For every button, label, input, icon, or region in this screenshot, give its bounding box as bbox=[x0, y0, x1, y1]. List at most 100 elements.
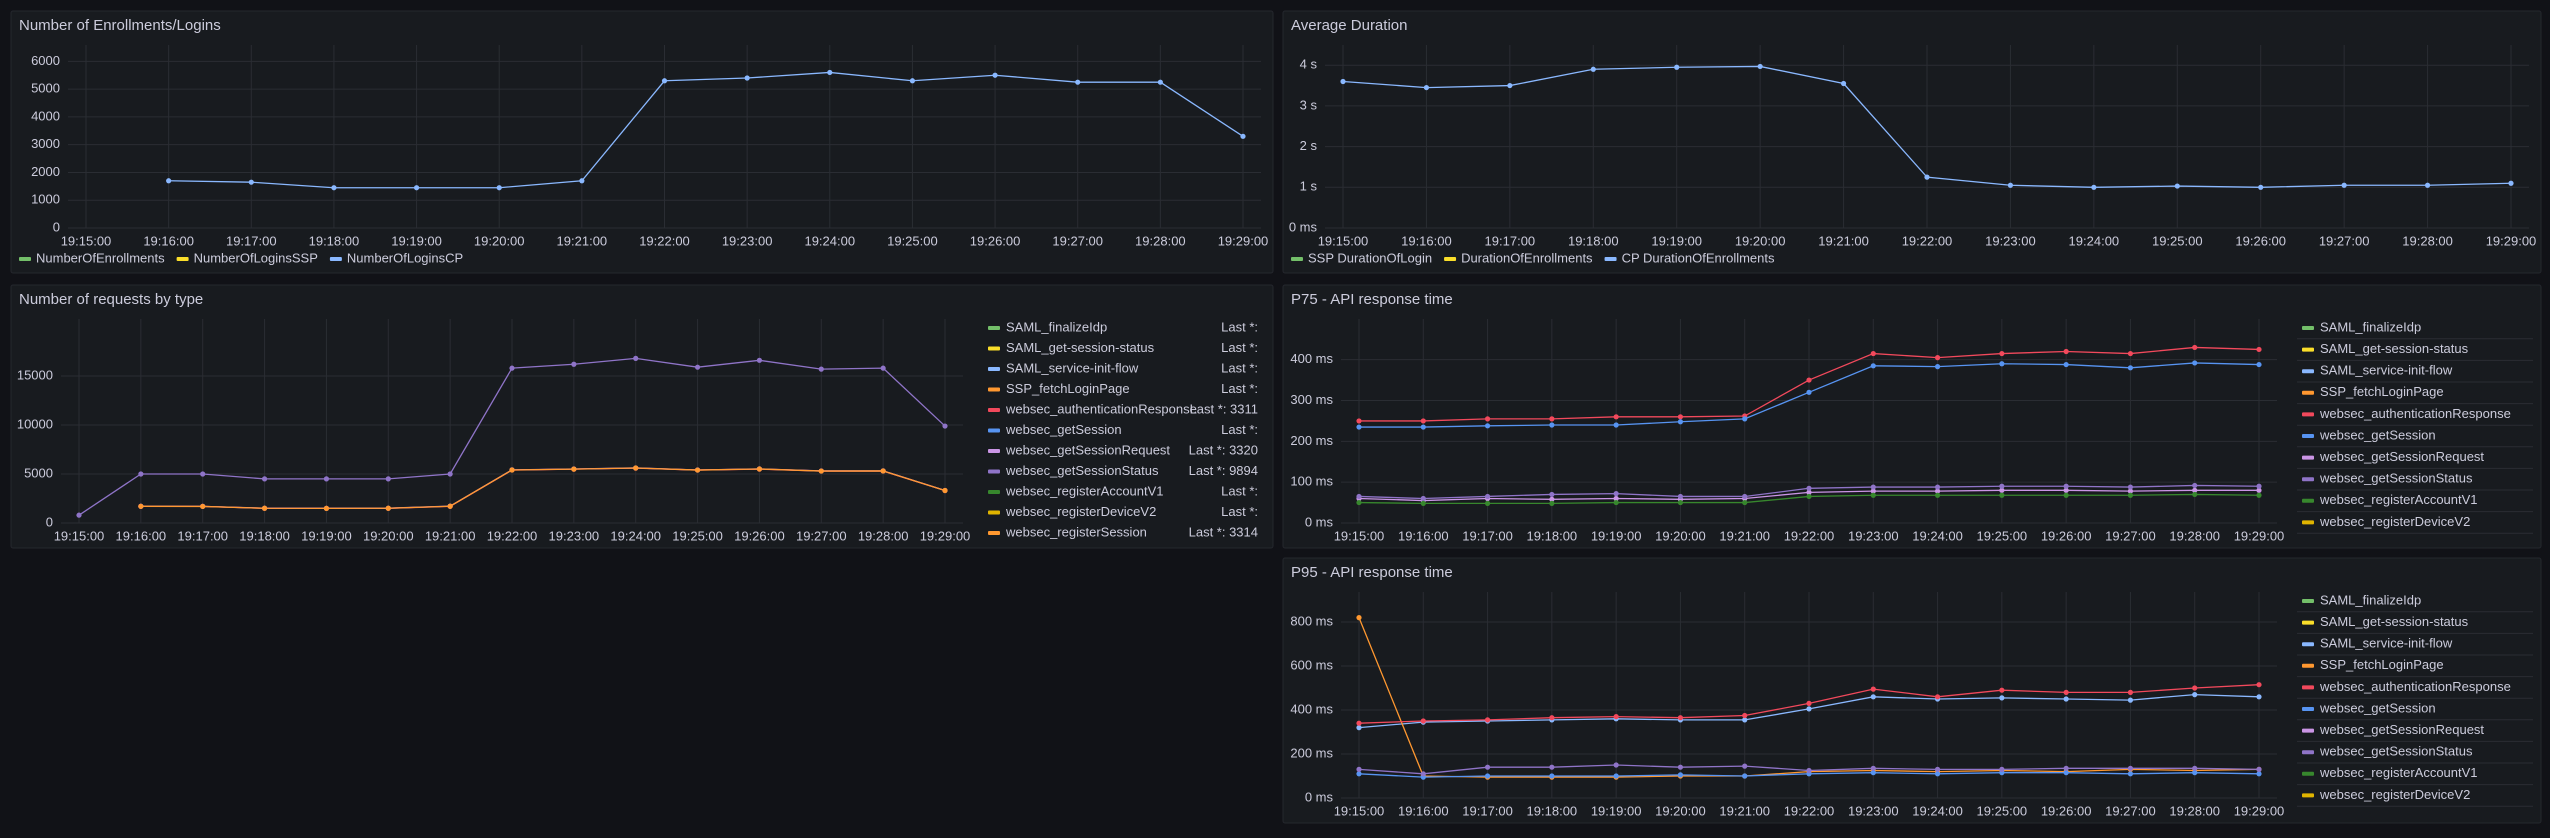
legend-label[interactable]: SAML_finalizeIdp bbox=[2320, 592, 2421, 607]
legend-swatch[interactable] bbox=[2302, 369, 2314, 374]
legend-label[interactable]: websec_getSessionRequest bbox=[2319, 449, 2484, 464]
data-point bbox=[2127, 765, 2134, 771]
legend-label[interactable]: websec_getSessionRequest bbox=[1005, 442, 1170, 457]
legend-swatch[interactable] bbox=[2302, 434, 2314, 438]
legend-swatch[interactable] bbox=[1444, 257, 1457, 261]
data-point bbox=[2007, 182, 2014, 188]
legend-swatch[interactable] bbox=[2302, 728, 2314, 733]
legend-label[interactable]: SSP_fetchLoginPage bbox=[2320, 657, 2444, 672]
data-point bbox=[2424, 182, 2431, 188]
legend-swatch[interactable] bbox=[988, 326, 1000, 330]
legend-label[interactable]: websec_registerAccountV1 bbox=[1005, 483, 1164, 498]
data-point bbox=[1356, 615, 1362, 621]
legend-swatch[interactable] bbox=[2302, 663, 2314, 668]
legend-swatch[interactable] bbox=[988, 490, 1000, 494]
legend-label[interactable]: websec_getSessionStatus bbox=[2319, 744, 2473, 759]
legend-label[interactable]: SAML_service-init-flow bbox=[1006, 360, 1139, 375]
legend-label[interactable]: SAML_service-init-flow bbox=[2320, 363, 2453, 378]
data-point bbox=[1420, 495, 1426, 502]
x-tick-label: 19:16:00 bbox=[1401, 233, 1452, 248]
legend-swatch[interactable] bbox=[2302, 390, 2314, 395]
legend-swatch[interactable] bbox=[2302, 771, 2314, 776]
data-point bbox=[2192, 770, 2198, 776]
legend-label[interactable]: websec_getSessionStatus bbox=[1005, 463, 1159, 478]
legend-swatch[interactable] bbox=[176, 257, 189, 261]
legend-swatch[interactable] bbox=[988, 531, 1000, 535]
legend-label[interactable]: websec_registerDeviceV2 bbox=[2319, 787, 2470, 802]
legend-label[interactable]: websec_getSession bbox=[2319, 427, 2436, 442]
legend-swatch[interactable] bbox=[2302, 599, 2314, 603]
legend-swatch[interactable] bbox=[19, 257, 31, 261]
legend-label[interactable]: NumberOfEnrollments bbox=[36, 250, 165, 265]
legend-swatch[interactable] bbox=[988, 367, 1000, 371]
legend-swatch[interactable] bbox=[1604, 257, 1617, 261]
legend-label[interactable]: websec_registerDeviceV2 bbox=[1005, 504, 1156, 519]
x-tick-label: 19:27:00 bbox=[2105, 803, 2156, 818]
legend-swatch[interactable] bbox=[2302, 326, 2314, 330]
data-point bbox=[2127, 771, 2134, 777]
legend-label[interactable]: websec_authenticationResponse bbox=[2319, 679, 2511, 694]
legend-label[interactable]: websec_registerDeviceV2 bbox=[2319, 514, 2470, 529]
legend-label[interactable]: websec_registerAccountV1 bbox=[2319, 492, 2478, 507]
legend-label[interactable]: NumberOfLoginsSSP bbox=[194, 250, 318, 265]
legend-label[interactable]: SAML_get-session-status bbox=[2320, 614, 2469, 629]
legend-swatch[interactable] bbox=[2302, 750, 2314, 755]
legend-label[interactable]: DurationOfEnrollments bbox=[1461, 250, 1593, 265]
legend-swatch[interactable] bbox=[988, 469, 1000, 474]
legend-swatch[interactable] bbox=[2302, 347, 2314, 352]
data-point bbox=[1806, 377, 1812, 383]
legend-label[interactable]: websec_getSessionStatus bbox=[2319, 471, 2473, 486]
legend-label[interactable]: SSP DurationOfLogin bbox=[1308, 250, 1432, 265]
legend-swatch[interactable] bbox=[2302, 520, 2314, 525]
legend-label[interactable]: websec_registerAccountV1 bbox=[2319, 765, 2478, 780]
legend-label[interactable]: SSP_fetchLoginPage bbox=[2320, 384, 2444, 399]
legend-swatch[interactable] bbox=[2302, 707, 2314, 711]
x-tick-label: 19:23:00 bbox=[1848, 803, 1899, 818]
data-point bbox=[1420, 418, 1426, 424]
data-point bbox=[1157, 79, 1163, 85]
legend-label[interactable]: SAML_finalizeIdp bbox=[2320, 319, 2421, 334]
legend-label[interactable]: websec_authenticationResponse bbox=[2319, 406, 2511, 421]
y-tick-label: 4000 bbox=[31, 108, 60, 123]
legend-swatch[interactable] bbox=[2302, 477, 2314, 482]
legend-swatch[interactable] bbox=[2302, 793, 2314, 798]
data-point bbox=[1742, 493, 1748, 500]
legend-label[interactable]: SAML_finalizeIdp bbox=[1006, 319, 1107, 334]
data-point bbox=[1934, 484, 1941, 490]
legend-swatch[interactable] bbox=[2302, 685, 2314, 690]
y-tick-label: 1 s bbox=[1300, 179, 1318, 194]
legend-swatch[interactable] bbox=[988, 387, 1000, 392]
legend-swatch[interactable] bbox=[988, 510, 1000, 515]
legend-label[interactable]: websec_getSessionRequest bbox=[2319, 722, 2484, 737]
data-point bbox=[827, 69, 833, 76]
x-tick-label: 19:24:00 bbox=[2069, 233, 2120, 248]
panel-title: P75 - API response time bbox=[1291, 291, 1453, 308]
legend-swatch[interactable] bbox=[2302, 642, 2314, 647]
legend-swatch[interactable] bbox=[329, 257, 342, 261]
legend-label[interactable]: websec_getSession bbox=[1005, 422, 1122, 437]
legend-label[interactable]: SAML_get-session-status bbox=[2320, 341, 2469, 356]
legend-swatch[interactable] bbox=[988, 408, 1000, 412]
legend-swatch[interactable] bbox=[988, 449, 1000, 453]
legend-swatch[interactable] bbox=[1291, 257, 1303, 261]
legend-swatch[interactable] bbox=[988, 346, 1000, 351]
legend-label[interactable]: CP DurationOfEnrollments bbox=[1622, 250, 1775, 265]
legend-swatch[interactable] bbox=[2302, 412, 2314, 417]
legend-swatch[interactable] bbox=[2302, 455, 2314, 460]
legend-swatch[interactable] bbox=[2302, 620, 2314, 625]
legend-swatch[interactable] bbox=[2302, 498, 2314, 503]
legend-label[interactable]: websec_getSession bbox=[2319, 700, 2436, 715]
legend-label[interactable]: websec_authenticationResponse bbox=[1005, 401, 1197, 416]
legend-label[interactable]: NumberOfLoginsCP bbox=[347, 250, 463, 265]
legend-label[interactable]: SSP_fetchLoginPage bbox=[1006, 381, 1130, 396]
x-tick-label: 19:28:00 bbox=[858, 528, 909, 543]
data-point bbox=[1549, 715, 1555, 721]
legend-label[interactable]: SAML_get-session-status bbox=[1006, 340, 1155, 355]
x-tick-label: 19:26:00 bbox=[970, 233, 1021, 248]
legend-label[interactable]: SAML_service-init-flow bbox=[2320, 636, 2453, 651]
legend-label[interactable]: websec_registerSession bbox=[1005, 524, 1147, 539]
legend-swatch[interactable] bbox=[988, 428, 1000, 433]
data-point bbox=[1870, 770, 1876, 776]
y-tick-label: 0 ms bbox=[1305, 789, 1334, 804]
data-point bbox=[1613, 422, 1619, 428]
